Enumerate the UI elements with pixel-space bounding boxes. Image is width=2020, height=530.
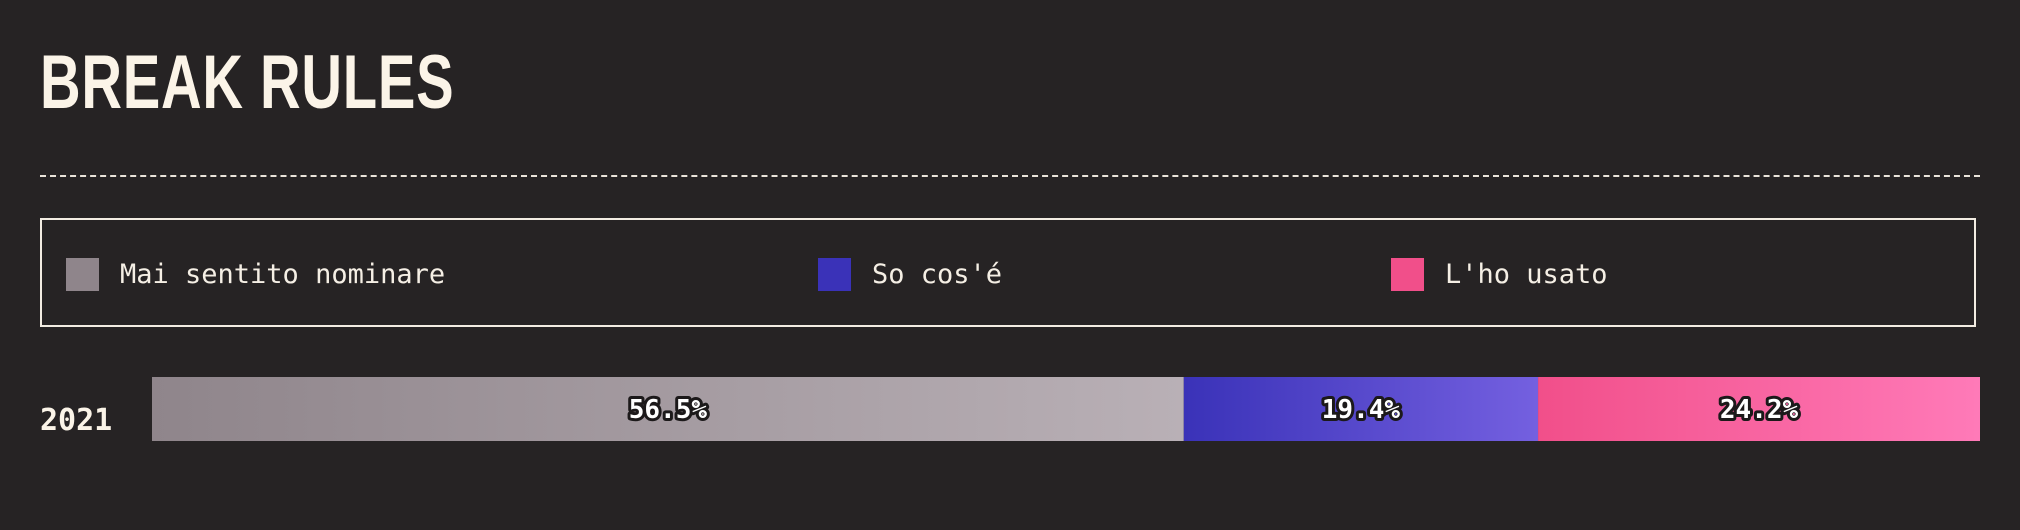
chart-title: BREAK RULES	[40, 38, 454, 128]
legend-item-mai-sentito[interactable]: Mai sentito nominare	[66, 257, 445, 291]
dashed-divider	[40, 175, 1980, 177]
legend-label-so-cose: So cos'é	[872, 259, 1002, 290]
stacked-bar-2021: 56.5% 19.4% 24.2%	[152, 377, 1980, 441]
data-label-so-cose: 19.4%	[1322, 395, 1401, 425]
legend-swatch-lho-usato	[1391, 258, 1424, 291]
data-label-mai-sentito: 56.5%	[629, 395, 708, 425]
legend-item-lho-usato[interactable]: L'ho usato	[1391, 257, 1608, 291]
legend-label-mai-sentito: Mai sentito nominare	[120, 259, 445, 290]
row-label-2021: 2021	[40, 389, 112, 453]
legend: Mai sentito nominare So cos'é L'ho usato	[40, 218, 1976, 327]
legend-swatch-mai-sentito	[66, 258, 99, 291]
data-label-lho-usato: 24.2%	[1720, 395, 1799, 425]
legend-item-so-cose[interactable]: So cos'é	[818, 257, 1002, 291]
legend-swatch-so-cose	[818, 258, 851, 291]
legend-label-lho-usato: L'ho usato	[1445, 259, 1608, 290]
